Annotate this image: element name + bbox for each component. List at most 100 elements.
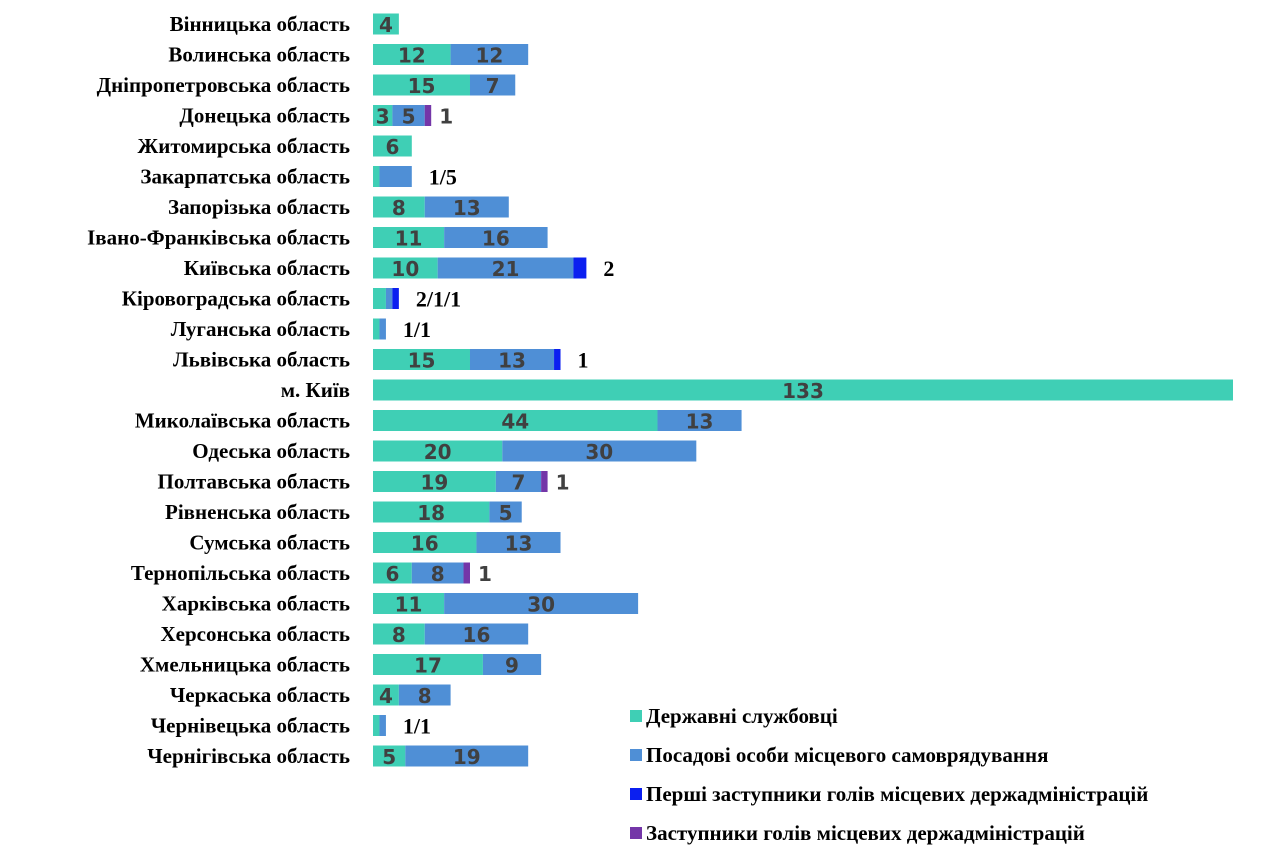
data-label: 6 — [385, 562, 399, 586]
data-label: 16 — [411, 532, 439, 556]
category-label: Луганська область — [171, 317, 350, 341]
data-label: 13 — [686, 410, 714, 434]
bar-segment — [373, 379, 1233, 401]
bar-segment — [373, 745, 406, 767]
bar-segment — [373, 13, 399, 35]
bar-segment — [502, 440, 697, 462]
category-label: Чернівецька область — [151, 714, 350, 738]
data-label: 8 — [431, 562, 445, 586]
category-label: Хмельницька область — [140, 653, 350, 677]
legend-label: Перші заступники голів місцевих держадмі… — [646, 782, 1148, 806]
data-label-outside: 1/5 — [429, 165, 457, 190]
bar-segment — [373, 196, 425, 218]
bar-segment — [444, 593, 639, 614]
bar-segment — [424, 105, 432, 126]
category-label: Тернопільська область — [131, 561, 350, 585]
bar-segment — [373, 440, 503, 462]
bar-segment — [373, 532, 477, 553]
legend-swatch — [630, 710, 642, 722]
data-label-outside: 2/1/1 — [416, 287, 461, 312]
category-label: Закарпатська область — [140, 165, 350, 189]
data-label: 21 — [492, 257, 520, 281]
data-label: 10 — [391, 257, 419, 281]
bar-segment — [379, 318, 386, 340]
data-label-outside: 1/1 — [403, 317, 431, 342]
data-label: 5 — [499, 501, 513, 525]
bar-segment — [373, 74, 470, 96]
bar-segment — [373, 318, 380, 340]
data-label: 5 — [402, 105, 416, 129]
category-label: Житомирська область — [137, 134, 350, 158]
data-label: 4 — [379, 684, 393, 708]
category-label: Харківська область — [162, 592, 350, 616]
legend: Державні службовці Посадові особи місцево… — [630, 704, 1148, 845]
bar-segment — [373, 471, 496, 492]
category-label: Запорізька область — [168, 195, 350, 219]
bar-segment — [385, 288, 393, 309]
data-label: 11 — [395, 593, 423, 617]
bar-segment — [373, 135, 412, 157]
bar-segment — [482, 654, 542, 675]
legend-item: Посадові особи місцевого самоврядування — [630, 743, 1048, 767]
data-label-outside: 1 — [439, 105, 453, 129]
bar-segment — [373, 654, 483, 675]
bar-segment — [392, 288, 399, 309]
bar-segment — [541, 471, 548, 492]
bar-segment — [392, 105, 425, 126]
category-label: Черкаська область — [170, 683, 350, 707]
data-label: 8 — [392, 196, 406, 220]
data-label: 30 — [527, 593, 555, 617]
bar-segment — [373, 105, 393, 126]
data-label: 17 — [414, 654, 442, 678]
data-label: 15 — [408, 349, 436, 373]
bar-segment — [379, 166, 412, 187]
category-label: Вінницька область — [170, 12, 350, 36]
bar-segment — [424, 623, 529, 645]
legend-swatch — [630, 749, 642, 761]
legend-label: Державні службовці — [646, 704, 838, 728]
bar-segment — [373, 715, 380, 736]
bar-segment — [554, 349, 561, 370]
bar-segment — [437, 257, 574, 279]
bar-segment — [495, 471, 542, 492]
category-label: Полтавська область — [158, 470, 350, 494]
data-label: 8 — [418, 684, 432, 708]
category-label: Сумська область — [189, 531, 350, 555]
data-label-outside: 1 — [578, 348, 589, 373]
legend-item: Заступники голів місцевих держадміністра… — [630, 821, 1085, 845]
data-label: 19 — [421, 471, 449, 495]
bar-segment — [373, 227, 445, 248]
bar-segment — [424, 196, 509, 218]
legend-item: Перші заступники голів місцевих держадмі… — [630, 782, 1148, 806]
bar-segment — [373, 501, 490, 523]
data-label: 15 — [408, 74, 436, 98]
data-label-outside: 1 — [556, 471, 570, 495]
data-label: 16 — [482, 227, 510, 251]
bars — [373, 13, 1233, 767]
bar-segment — [405, 745, 529, 767]
data-label: 13 — [505, 532, 533, 556]
data-label: 13 — [453, 196, 481, 220]
bar-segment — [489, 501, 522, 523]
bar-segment — [398, 684, 451, 706]
category-label: Чернігівська область — [147, 744, 350, 768]
bar-segment — [373, 562, 412, 584]
bar-segment — [444, 227, 548, 248]
legend-label: Заступники голів місцевих держадміністра… — [646, 821, 1085, 845]
bar-segment — [373, 684, 399, 706]
data-label: 16 — [463, 623, 491, 647]
data-label: 7 — [486, 74, 500, 98]
category-label: Волинська область — [168, 43, 350, 67]
category-label: Херсонська область — [160, 622, 350, 646]
bar-segment — [373, 257, 438, 279]
bar-segment — [573, 257, 587, 279]
category-label: Одеська область — [192, 439, 350, 463]
data-label: 5 — [382, 745, 396, 769]
category-label: Кіровоградська область — [122, 287, 350, 311]
data-label-outside: 1/1 — [403, 714, 431, 739]
data-label: 44 — [501, 410, 529, 434]
category-label: Рівненська область — [165, 500, 350, 524]
bar-segment — [379, 715, 386, 736]
bar-segment — [411, 562, 464, 584]
